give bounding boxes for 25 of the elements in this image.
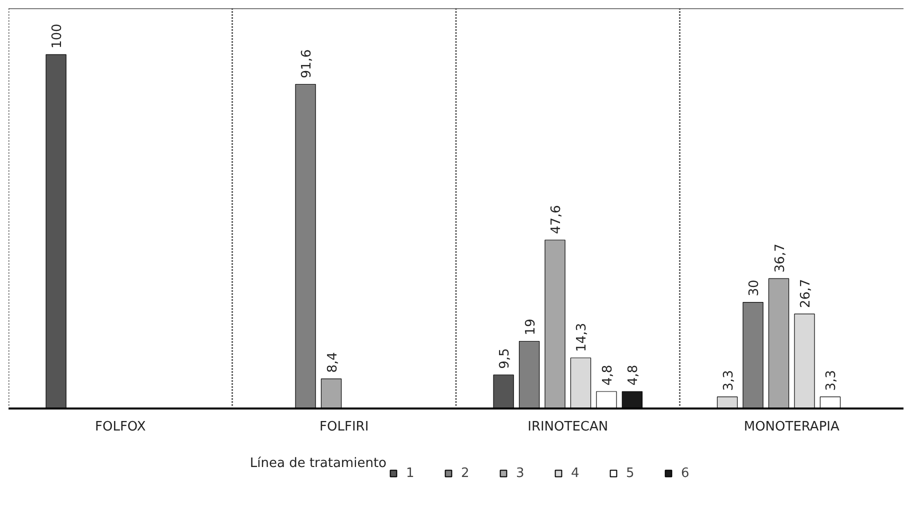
data-label: 36,7 (772, 244, 788, 273)
data-label: 30 (747, 280, 762, 296)
data-label: 100 (50, 24, 66, 49)
legend-label: 5 (626, 466, 636, 480)
data-label: 4,8 (600, 364, 616, 386)
data-label: 8,4 (325, 352, 340, 373)
data-label: 4,8 (626, 364, 642, 386)
legend-label: 3 (516, 466, 526, 480)
data-label: 9,5 (498, 348, 513, 369)
data-label: 3,3 (721, 370, 736, 391)
data-label: 14,3 (574, 322, 590, 352)
legend-label: 1 (406, 466, 416, 480)
legend-title: Línea de tratamiento (250, 456, 387, 471)
data-label: 3,3 (824, 370, 840, 391)
data-label: 19 (523, 318, 538, 336)
x-tick-label: FOLFOX (95, 420, 146, 434)
data-label: 91,6 (300, 49, 315, 78)
legend-label: 6 (681, 466, 690, 480)
data-label: 47,6 (549, 205, 564, 234)
x-tick-label: MONOTERAPIA (744, 420, 840, 434)
data-label: 26,7 (798, 279, 814, 308)
legend-label: 2 (461, 466, 470, 480)
x-tick-label: FOLFIRI (320, 420, 369, 434)
x-tick-label: IRINOTECAN (528, 420, 608, 434)
legend-label: 4 (571, 466, 580, 480)
